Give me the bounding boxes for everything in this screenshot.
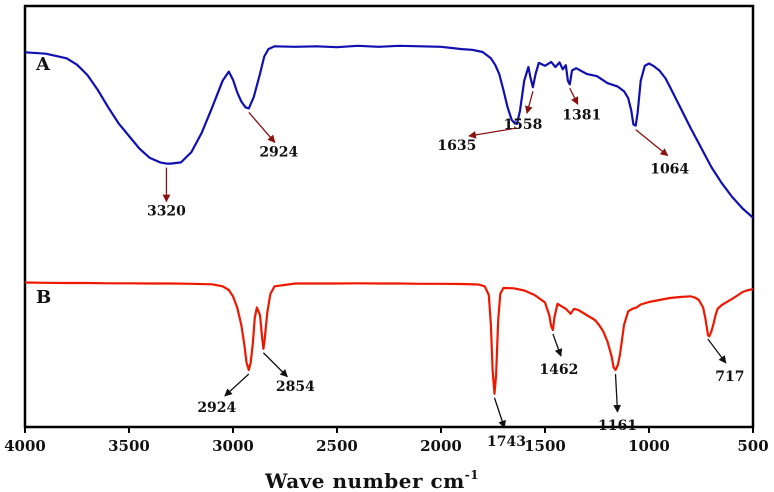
x-axis-title: Wave number cm-1 [264,468,479,492]
annotation-layer: 3320 2924 1635 1558 1381 1064 2924 2854 1743 1462… [147,87,744,450]
peak-arrow [569,87,579,105]
peak-label: 1462 [539,362,578,378]
peak-arrow [552,333,563,357]
peak-arrow [707,338,727,364]
peak-arrow [635,129,669,157]
series-line-b [24,281,754,395]
x-tick-label: 3500 [108,437,150,455]
peak-arrow [224,373,250,397]
series-line-a [24,44,754,219]
x-axis-title-sup: -1 [465,468,479,482]
x-tick-label: 4000 [4,437,46,455]
x-tick-label: 3000 [212,437,254,455]
peak-label: 1064 [650,162,689,178]
peak-label: 1635 [437,138,476,154]
x-tick-label: 1500 [524,437,566,455]
peak-label: 2854 [276,379,315,395]
peak-label: 3320 [147,204,186,220]
x-axis-title-text: Wave number cm [264,469,465,492]
peak-arrow [525,91,534,114]
x-tick-label: 2000 [420,437,462,455]
peak-label: 1381 [562,107,601,123]
x-axis: 4000 3500 3000 2500 2000 1500 1000 500 [4,427,769,455]
x-tick-label: 500 [737,437,768,455]
peak-label: 1161 [598,418,637,434]
peak-arrow [493,397,506,429]
peak-arrow [613,373,622,413]
series-layer [24,44,754,395]
peak-label: 1558 [503,117,542,133]
x-tick-label: 2500 [316,437,358,455]
panel-label-a: A [35,54,51,75]
peak-arrow [468,127,518,139]
x-tick-label: 1000 [628,437,670,455]
panel-label-b: B [36,287,51,308]
peak-arrow [248,111,276,143]
peak-label: 2924 [197,400,236,416]
peak-label: 1743 [487,434,526,450]
peak-label: 717 [715,369,744,385]
peak-label: 2924 [259,144,298,160]
peak-arrow [262,352,288,378]
